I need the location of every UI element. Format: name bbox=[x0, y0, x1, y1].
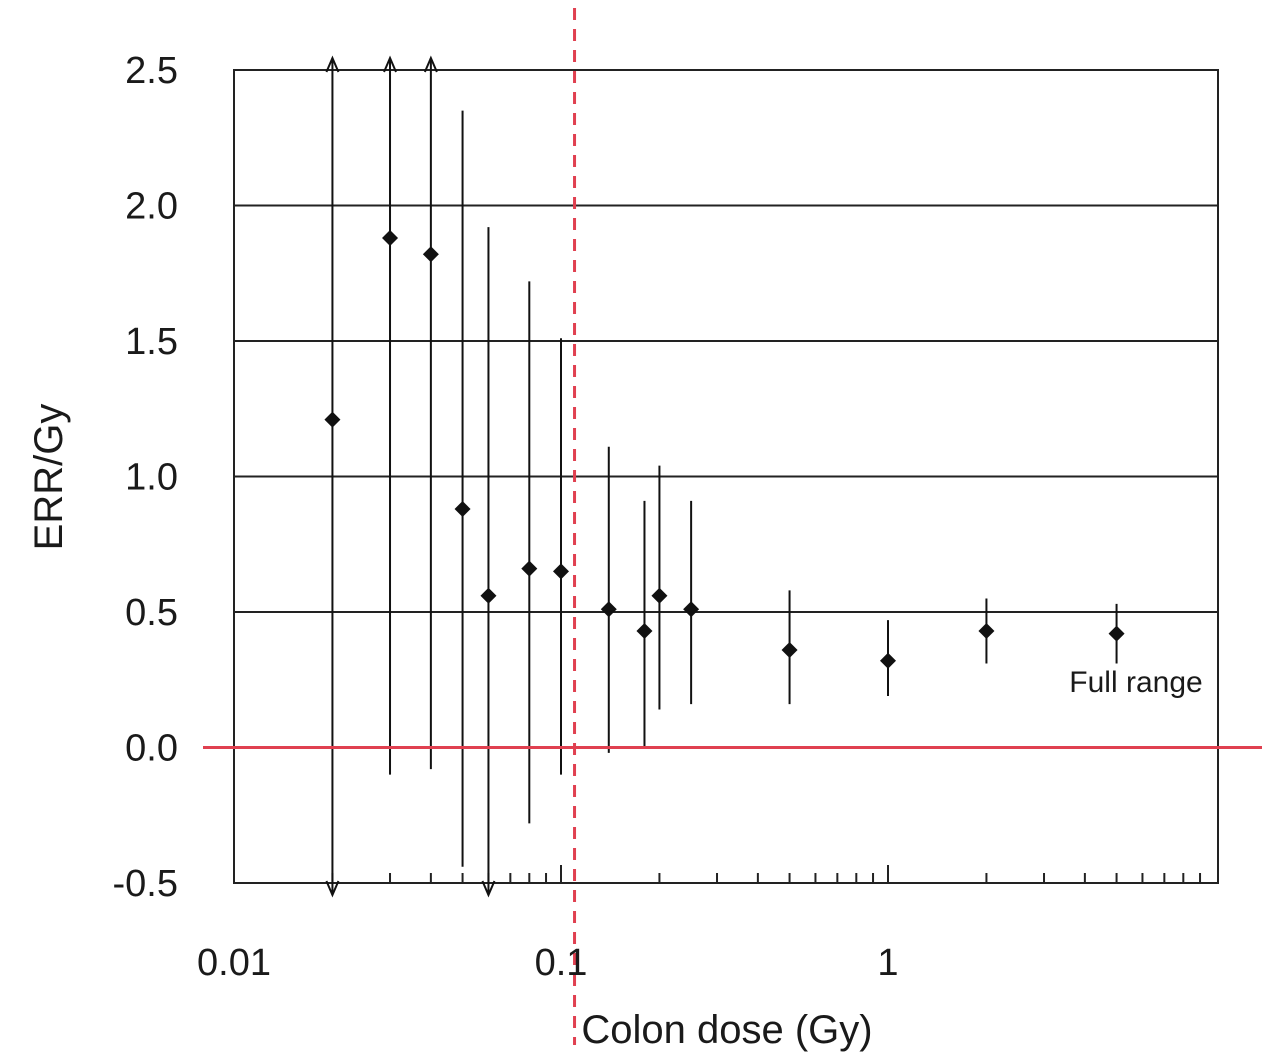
data-point bbox=[553, 563, 569, 580]
y-tick-label: 1.0 bbox=[125, 457, 178, 499]
data-point bbox=[978, 622, 995, 639]
y-tick-label: 0.5 bbox=[125, 592, 178, 634]
data-point bbox=[600, 601, 617, 618]
data-point bbox=[480, 587, 497, 604]
data-point bbox=[382, 230, 399, 247]
y-tick-label: 0.0 bbox=[125, 728, 178, 770]
error-bar-arrow-down bbox=[325, 880, 340, 898]
error-bars bbox=[325, 55, 1118, 898]
data-point bbox=[636, 622, 653, 639]
plot-frame bbox=[233, 69, 1219, 884]
gridlines bbox=[234, 69, 1218, 884]
error-bar-arrow-up bbox=[423, 55, 438, 73]
data-markers bbox=[324, 230, 1125, 669]
data-point bbox=[880, 652, 896, 669]
data-point bbox=[1108, 625, 1125, 642]
y-tick-label: -0.5 bbox=[113, 863, 178, 905]
y-tick-label: 1.5 bbox=[125, 321, 178, 363]
y-tick-label: 2.5 bbox=[125, 50, 178, 92]
data-point bbox=[651, 587, 668, 604]
x-tick-label: 1 bbox=[877, 942, 898, 984]
reference-lines bbox=[203, 8, 1262, 1045]
x-tick-label: 0.1 bbox=[535, 942, 588, 984]
x-tick-label: 0.01 bbox=[197, 942, 271, 984]
data-point bbox=[683, 601, 700, 618]
x-axis-label: Colon dose (Gy) bbox=[581, 1008, 872, 1052]
data-point bbox=[521, 560, 538, 577]
error-bar-arrow-up bbox=[383, 55, 397, 73]
y-tick-labels: -0.5 0.0 0.5 1.0 1.5 2.0 2.5 bbox=[113, 50, 178, 905]
y-axis-label: ERR/Gy bbox=[27, 404, 71, 551]
error-bar-arrow-up bbox=[325, 55, 340, 73]
x-tick-labels: 0.01 0.1 1 bbox=[197, 942, 899, 984]
error-bar-arrow-down bbox=[481, 880, 496, 898]
data-point bbox=[781, 641, 798, 658]
data-point bbox=[454, 501, 471, 518]
data-point bbox=[422, 246, 439, 263]
full-range-annotation: Full range bbox=[1069, 666, 1202, 699]
data-point bbox=[324, 411, 341, 428]
minor-ticks bbox=[233, 865, 1202, 883]
y-tick-label: 2.0 bbox=[125, 186, 178, 228]
